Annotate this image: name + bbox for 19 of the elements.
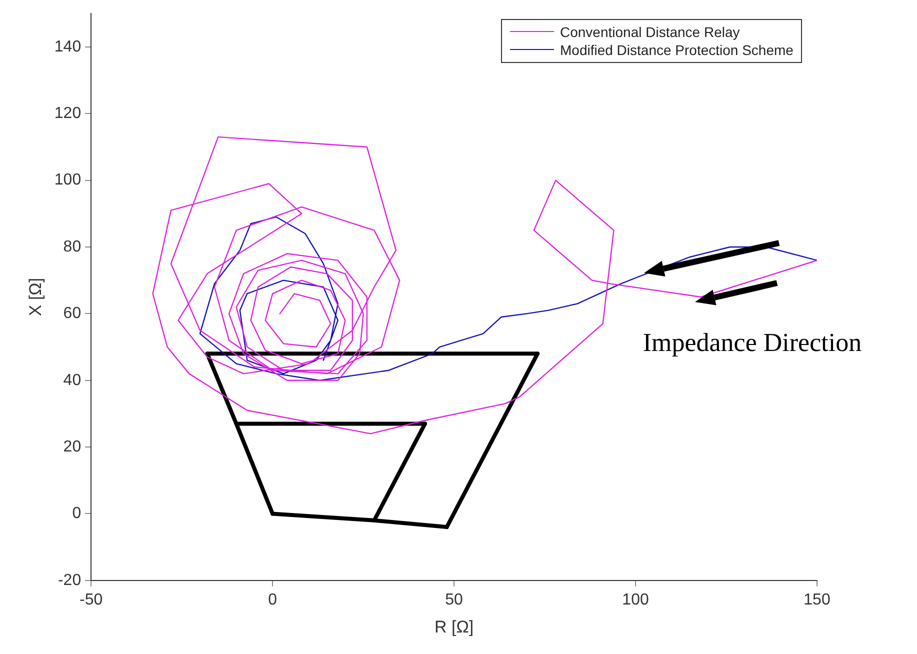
y-tick-label: 0 [72, 505, 82, 522]
x-tick-label: 100 [622, 591, 649, 608]
y-tick-label: 120 [54, 105, 82, 122]
y-tick-label: 60 [63, 305, 82, 322]
legend-label: Conventional Distance Relay [560, 24, 740, 40]
y-tick-label: 80 [63, 238, 82, 256]
legend-label: Modified Distance Protection Scheme [560, 42, 794, 58]
y-tick-label: 40 [63, 372, 82, 389]
x-tick-label: 150 [804, 591, 830, 608]
y-tick-label: 20 [63, 438, 82, 456]
x-tick-label: -50 [80, 591, 103, 608]
x-axis-title: R [Ω] [434, 617, 474, 636]
annotation: Impedance Direction [642, 328, 862, 358]
y-tick-label: -20 [58, 572, 82, 589]
x-tick-label: 0 [268, 591, 278, 608]
y-axis-title: X [Ω] [26, 278, 45, 316]
y-tick-label: 100 [54, 172, 82, 189]
y-tick-label: 140 [54, 38, 82, 56]
x-tick-label: 50 [445, 591, 464, 608]
